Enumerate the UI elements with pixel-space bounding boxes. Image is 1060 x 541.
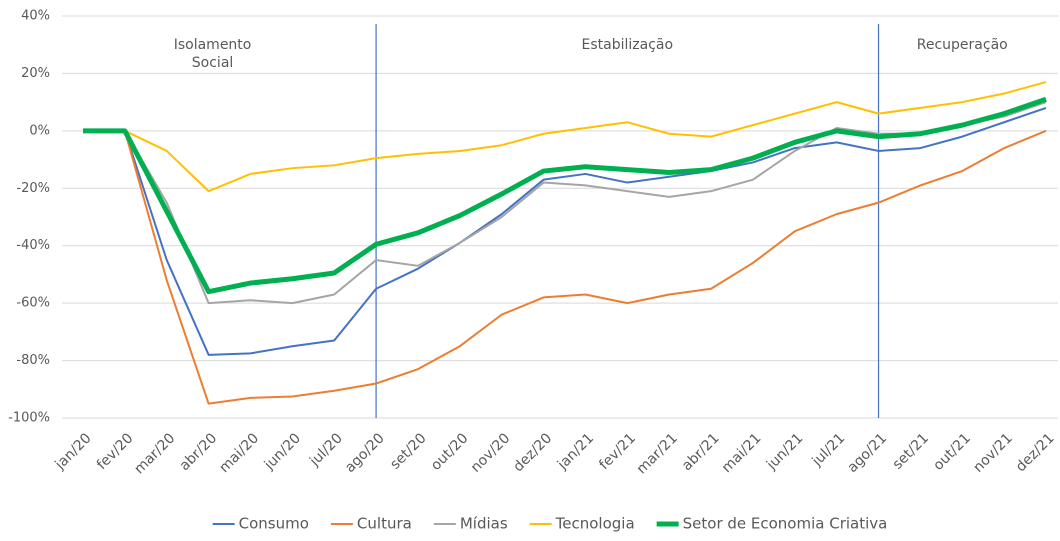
series-line <box>83 106 1047 356</box>
x-tick-label: mar/20 <box>131 430 178 477</box>
y-tick-label: 20% <box>21 66 50 81</box>
y-tick-label: 0% <box>29 123 50 138</box>
x-tick-label: jul/20 <box>306 430 346 470</box>
x-tick-label: mai/20 <box>216 430 262 476</box>
legend-label: Setor de Economia Criativa <box>683 515 888 533</box>
x-tick-label: set/20 <box>387 430 429 472</box>
x-tick-label: jun/20 <box>261 430 304 473</box>
x-tick-label: fev/21 <box>596 430 639 473</box>
x-tick-label: dez/20 <box>510 430 555 475</box>
x-tick-label: jan/20 <box>52 430 95 473</box>
x-tick-label: dez/21 <box>1013 430 1058 475</box>
x-tick-label: out/21 <box>930 430 973 473</box>
x-tick-label: fev/20 <box>94 430 137 473</box>
x-tick-label: jan/21 <box>554 430 597 473</box>
x-tick-label: nov/21 <box>970 430 1015 475</box>
y-tick-label: -60% <box>16 296 50 311</box>
period-label: Social <box>192 55 234 71</box>
y-tick-label: -100% <box>8 411 50 426</box>
legend: Consumo Cultura Mídias Tecnologia Setor de E… <box>212 515 888 533</box>
legend-label: Cultura <box>357 515 412 533</box>
y-tick-label: 40% <box>21 9 50 24</box>
legend-label: Tecnologia <box>555 515 635 533</box>
series-line <box>83 81 1047 193</box>
x-tick-label: mar/21 <box>634 430 681 477</box>
legend-label: Mídias <box>460 515 508 533</box>
legend-label: Consumo <box>239 515 309 533</box>
x-tick-label: abr/20 <box>177 430 221 474</box>
x-tick-label: mai/21 <box>719 430 765 476</box>
x-tick-label: set/21 <box>890 430 932 472</box>
x-tick-label: ago/20 <box>342 430 388 476</box>
x-tick-label: ago/21 <box>845 430 891 476</box>
series-line <box>83 129 1047 405</box>
series-line <box>83 96 1047 295</box>
period-label: Isolamento <box>174 37 252 53</box>
period-label: Recuperação <box>917 37 1008 53</box>
x-tick-label: jul/21 <box>809 430 849 470</box>
x-tick-label: out/20 <box>428 430 471 473</box>
series-line <box>83 101 1047 305</box>
y-tick-label: -80% <box>16 353 50 368</box>
x-tick-label: abr/21 <box>679 430 723 474</box>
x-tick-label: nov/20 <box>468 430 513 475</box>
period-label: Estabilização <box>582 37 674 53</box>
y-tick-label: -40% <box>16 238 50 253</box>
y-tick-label: -20% <box>16 181 50 196</box>
x-tick-label: jun/21 <box>763 430 806 473</box>
